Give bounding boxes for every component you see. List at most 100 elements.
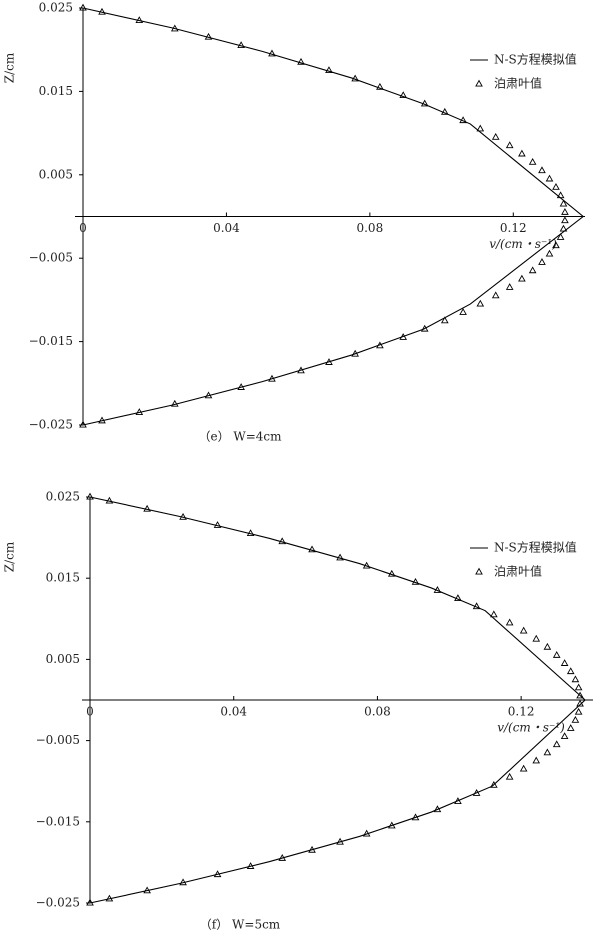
triangle-point xyxy=(571,715,580,723)
triangle-point xyxy=(387,569,396,577)
triangle-point xyxy=(308,845,316,853)
triangle-point xyxy=(376,82,384,90)
y-tick-label: 0.005 xyxy=(46,652,80,666)
triangle-point xyxy=(420,324,429,332)
triangle-point xyxy=(560,659,569,666)
triangle-point xyxy=(362,829,371,837)
triangle-point xyxy=(552,651,561,658)
y-tick-label: −0.005 xyxy=(29,251,73,265)
triangle-point xyxy=(98,416,106,424)
triangle-point xyxy=(476,299,485,307)
triangle-point xyxy=(528,157,537,165)
x-tick-label: 0.08 xyxy=(364,705,391,719)
triangle-point xyxy=(297,57,305,65)
triangle-point xyxy=(518,149,526,157)
triangle-point xyxy=(98,7,106,15)
y-tick-label: 0.025 xyxy=(46,490,80,504)
triangle-point xyxy=(490,610,498,618)
triangle-point xyxy=(576,699,584,707)
triangle-point xyxy=(454,797,462,804)
line-series xyxy=(82,7,585,426)
y-tick-label: 0.025 xyxy=(39,1,73,15)
triangle-point xyxy=(552,740,561,748)
triangle-point xyxy=(571,675,580,683)
triangle-point xyxy=(538,166,546,174)
triangle-point xyxy=(213,521,222,528)
triangle-point xyxy=(472,602,481,610)
y-tick-label: −0.025 xyxy=(36,896,80,910)
triangle-point xyxy=(105,496,114,504)
triangle-point xyxy=(505,283,514,290)
legend-label: N-S方程模拟值 xyxy=(494,52,577,67)
triangle-point xyxy=(143,504,151,512)
triangle-point xyxy=(556,191,565,199)
triangle-point xyxy=(561,208,569,215)
triangle-point xyxy=(528,266,537,274)
triangle-point xyxy=(376,341,384,349)
triangle-point xyxy=(237,383,245,390)
triangle-point xyxy=(278,537,287,545)
triangle-point xyxy=(559,199,568,207)
triangle-point xyxy=(574,683,583,691)
triangle-point xyxy=(237,41,245,49)
triangle-point xyxy=(351,349,359,357)
triangle-point xyxy=(170,24,179,32)
triangle-point xyxy=(532,756,541,764)
triangle-point xyxy=(420,99,429,107)
triangle-point xyxy=(440,107,449,115)
y-tick-label: 0.015 xyxy=(39,84,73,98)
triangle-point xyxy=(454,594,462,601)
triangle-point xyxy=(362,561,371,569)
triangle-point xyxy=(411,577,420,585)
triangle-point xyxy=(538,258,546,265)
caption: （e） W=4cm xyxy=(198,430,282,444)
triangle-point xyxy=(476,124,485,132)
triangle-point xyxy=(105,894,114,902)
triangle-point xyxy=(545,249,554,257)
triangle-point xyxy=(399,333,408,340)
triangle-point xyxy=(204,32,213,40)
triangle-point xyxy=(566,667,575,675)
triangle-point xyxy=(399,91,408,99)
triangle-point xyxy=(574,707,583,715)
y-tick-label: −0.015 xyxy=(29,334,73,348)
triangle-point xyxy=(543,642,552,650)
legend-label: N-S方程模拟值 xyxy=(494,540,577,555)
triangle-point xyxy=(268,49,276,57)
x-tick-label: 0.12 xyxy=(500,221,527,235)
triangle-point xyxy=(143,886,151,894)
y-tick-label: 0.015 xyxy=(46,571,80,585)
y-tick-label: −0.005 xyxy=(36,733,80,747)
y-tick-label: −0.015 xyxy=(36,814,80,828)
triangle-point xyxy=(519,626,528,634)
triangle-point xyxy=(472,789,481,796)
triangle-point xyxy=(411,813,420,821)
triangle-point xyxy=(459,308,467,315)
triangle-point xyxy=(556,233,565,240)
triangle-point xyxy=(532,634,541,642)
triangle-point xyxy=(552,182,560,190)
triangle-point xyxy=(518,274,526,282)
triangle-point xyxy=(336,837,344,845)
triangle-point xyxy=(179,878,187,886)
triangle-point xyxy=(519,764,528,772)
triangle-point xyxy=(559,224,568,232)
triangle-point xyxy=(505,141,514,149)
triangle-point xyxy=(86,898,94,906)
x-axis-label: v/(cm・s⁻¹) xyxy=(489,237,557,251)
triangle-point xyxy=(576,691,584,699)
triangle-point xyxy=(325,66,333,74)
triangle-point xyxy=(79,420,87,428)
x-tick-label: 0.12 xyxy=(508,705,535,719)
caption: （f） W=5cm xyxy=(200,918,281,932)
triangle-point xyxy=(204,391,213,399)
triangle-point xyxy=(297,366,305,374)
legend-marker xyxy=(475,567,483,575)
triangle-point xyxy=(545,174,554,182)
triangle-point xyxy=(170,399,179,407)
triangle-point xyxy=(459,116,467,124)
x-tick-label: 0 xyxy=(79,221,87,235)
x-axis-label: v/(cm・s⁻¹) xyxy=(497,721,565,735)
x-tick-label: 0.08 xyxy=(356,221,383,235)
